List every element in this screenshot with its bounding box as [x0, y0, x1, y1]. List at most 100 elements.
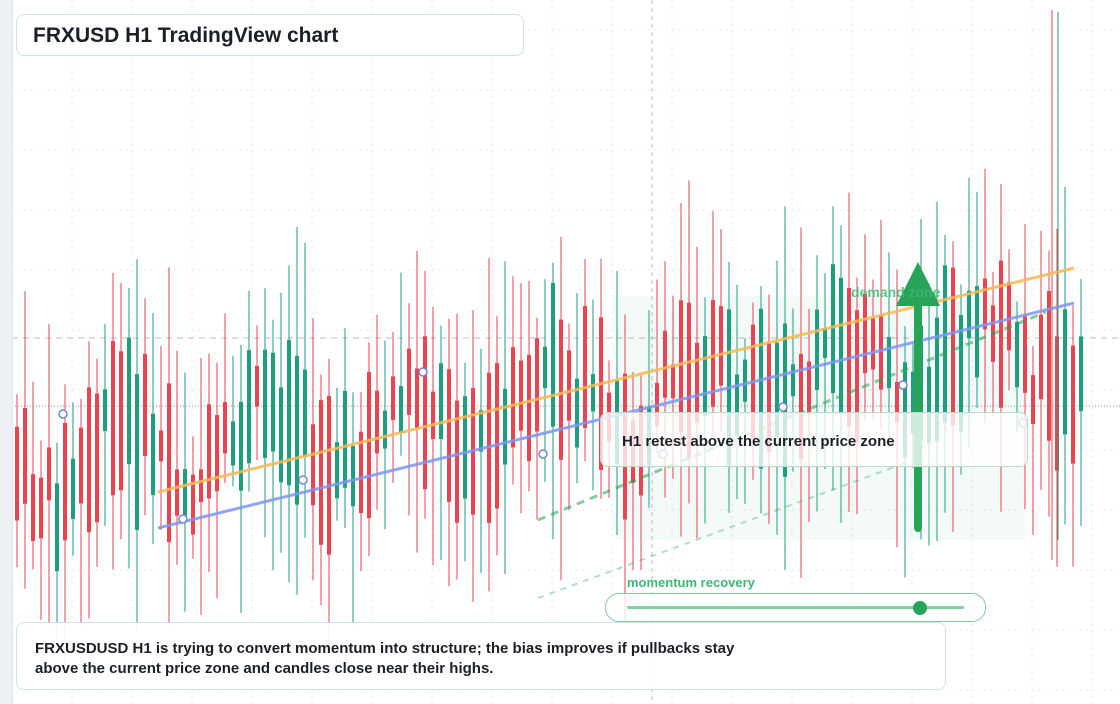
candle-body [911, 371, 915, 434]
candle-body [255, 365, 259, 407]
candle-body [87, 387, 91, 533]
candle-body [319, 400, 323, 545]
candle-body [775, 342, 779, 438]
candle-body [335, 442, 339, 499]
indicator-marker [298, 475, 308, 485]
candle-body [543, 346, 547, 389]
candle-body [583, 306, 587, 428]
candle-body [695, 342, 699, 423]
candle-body [503, 388, 507, 465]
candle-body [1063, 309, 1067, 435]
candle-body [31, 474, 35, 542]
candle-body [63, 422, 67, 541]
candle-body [415, 368, 419, 429]
momentum-meter[interactable] [605, 593, 986, 622]
candle-body [111, 341, 115, 496]
candle-body [15, 426, 19, 521]
indicator-marker [898, 380, 908, 390]
candle-body [671, 364, 675, 399]
candle-body [999, 260, 1003, 408]
candle-body [519, 360, 523, 431]
candle-body [799, 353, 803, 460]
candle-body [1023, 316, 1027, 393]
candle-body [551, 282, 555, 427]
candle-body [831, 264, 835, 394]
candle-body [375, 390, 379, 454]
candle-body [839, 277, 843, 414]
candle-body [735, 374, 739, 436]
support-trend-line [537, 310, 1047, 522]
candle-body [135, 374, 139, 530]
momentum-knob[interactable] [913, 601, 928, 615]
candle-body [879, 315, 883, 390]
candle-body [767, 342, 771, 452]
candle-body [535, 338, 539, 432]
candle-body [71, 458, 75, 519]
candle-body [479, 410, 483, 452]
candle-body [1031, 375, 1035, 425]
candle-body [423, 336, 427, 490]
summary-text: FRXUSDUSD H1 is trying to convert moment… [35, 640, 735, 677]
candle-body [663, 330, 667, 398]
candle-body [887, 337, 891, 389]
momentum-label: momentum recovery [627, 575, 755, 590]
indicator-marker [178, 514, 188, 524]
candle-body [511, 347, 515, 448]
candle-body [711, 300, 715, 407]
candle-body [191, 474, 195, 535]
candle-body [127, 337, 131, 465]
candle-body [927, 366, 931, 443]
candle-body [895, 381, 899, 423]
candle-body [1079, 336, 1083, 412]
candle-body [783, 323, 787, 477]
candle-body [943, 265, 947, 423]
candle-body [951, 267, 955, 426]
candle-body [967, 290, 971, 339]
candle-body [855, 310, 859, 443]
candle-body [55, 483, 59, 572]
candle-body [399, 386, 403, 433]
candle-body [167, 383, 171, 543]
candle-body [351, 445, 355, 507]
candle-body [367, 371, 371, 519]
candle-body [79, 427, 83, 504]
candle-body [311, 424, 315, 506]
up-arrow-head [896, 262, 940, 306]
candle-body [327, 395, 331, 555]
candle-body [119, 351, 123, 491]
candle-body [1039, 314, 1043, 400]
candle-body [687, 302, 691, 459]
candle-body [871, 317, 875, 370]
candle-body [431, 391, 435, 440]
candle-body [1007, 282, 1011, 351]
candle-body [455, 400, 459, 523]
candle-body [303, 369, 307, 457]
candle-body [343, 390, 347, 488]
candle-body [703, 336, 707, 416]
candle-body [527, 354, 531, 462]
candle-body [447, 369, 451, 502]
candle-body [247, 350, 251, 464]
candle-body [791, 364, 795, 397]
indicator-marker [58, 409, 68, 419]
candle-body [207, 404, 211, 499]
candle-body [263, 349, 267, 458]
candle-body [807, 361, 811, 415]
momentum-track [627, 606, 964, 609]
summary-panel: FRXUSDUSD H1 is trying to convert moment… [16, 622, 946, 690]
candle-body [463, 396, 467, 499]
candle-body [559, 319, 563, 460]
indicator-marker [418, 367, 428, 377]
candle-body [215, 415, 219, 492]
candle-body [719, 306, 723, 386]
candle-body [47, 447, 51, 501]
candle-body [183, 469, 187, 520]
candle-body [575, 378, 579, 448]
callout-text: H1 retest above the current price zone [622, 433, 895, 450]
candle-body [271, 352, 275, 452]
candle-body [23, 407, 27, 504]
candle-body [95, 393, 99, 523]
candle-body [295, 355, 299, 505]
candle-body [103, 389, 107, 432]
candle-body [239, 401, 243, 491]
